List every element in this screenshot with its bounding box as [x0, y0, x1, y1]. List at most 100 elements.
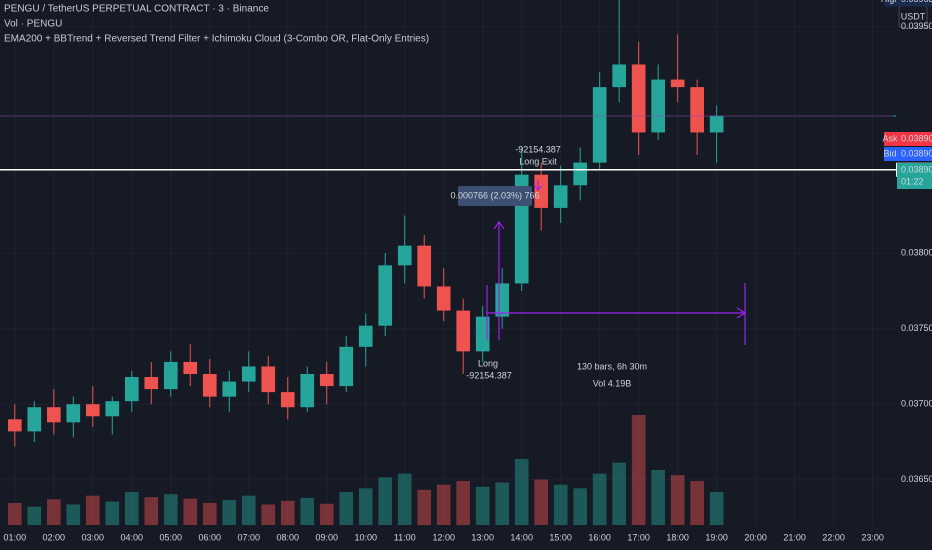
volume-bar — [339, 492, 354, 525]
price-axis-bg — [896, 30, 932, 550]
grid — [0, 0, 896, 525]
x-tick-label: 16:00 — [588, 532, 611, 542]
volume-bar — [495, 482, 510, 525]
volume-bar — [378, 477, 393, 525]
volume-bar — [573, 488, 588, 525]
candle-body — [378, 265, 393, 326]
candle-body — [553, 185, 568, 208]
candle-body — [436, 286, 451, 311]
volume-bar — [27, 506, 42, 525]
x-tick-label: 17:00 — [627, 532, 650, 542]
candle-body — [27, 407, 42, 432]
volume-bar — [612, 462, 626, 525]
volume-bar — [709, 492, 724, 525]
candle-body — [261, 366, 276, 393]
candle-body — [592, 87, 607, 163]
x-tick-label: 01:00 — [4, 532, 27, 542]
chart-title: PENGU / TetherUS PERPETUAL CONTRACT · 3 … — [4, 4, 269, 15]
volume-bar — [163, 494, 178, 525]
volume-bar — [46, 499, 61, 525]
candle-body — [46, 407, 61, 423]
volume-bar — [222, 500, 237, 525]
volume-bar — [417, 489, 432, 525]
volume-bar — [397, 473, 412, 525]
x-tick-label: 20:00 — [744, 532, 767, 542]
x-tick-label: 09:00 — [315, 532, 338, 542]
volume-bar — [183, 498, 198, 525]
x-tick-label: 22:00 — [822, 532, 845, 542]
marker-value: 0.038909 — [901, 133, 932, 143]
candle-body — [105, 401, 120, 417]
volume-bar — [651, 470, 665, 525]
volume-bar — [514, 459, 529, 525]
candle-body — [456, 310, 471, 352]
candle-body — [183, 361, 198, 375]
x-tick-label: 12:00 — [432, 532, 455, 542]
candle-body — [300, 374, 315, 408]
candle-body — [397, 245, 412, 266]
x-tick-label: 15:00 — [549, 532, 572, 542]
volume — [7, 415, 724, 525]
indicator: EMA200 + BBTrend + Reversed Trend Filter… — [4, 34, 429, 45]
marker-name-bg — [884, 147, 897, 161]
candle-body — [573, 162, 588, 186]
volume-bar — [631, 415, 646, 525]
candle-body — [631, 64, 646, 133]
trade-tool — [486, 180, 747, 345]
candle-body — [222, 381, 237, 397]
volume-bar — [300, 497, 315, 525]
currency[interactable]: USDT — [901, 11, 926, 21]
x-tick-label: 07:00 — [237, 532, 260, 542]
volume-bar — [592, 473, 607, 525]
x-tick-label: 08:00 — [276, 532, 299, 542]
x-tick-label: 10:00 — [354, 532, 377, 542]
annotation: 0.000766 (2.03%) 766 — [450, 190, 539, 200]
x-tick-label: 19:00 — [705, 532, 728, 542]
x-tick-label: 13:00 — [471, 532, 494, 542]
x-tick-label: 05:00 — [160, 532, 183, 542]
annotation: 130 bars, 6h 30m — [577, 361, 647, 371]
candle-body — [202, 374, 217, 397]
volume-bar — [105, 501, 120, 525]
x-tick-label: 21:00 — [783, 532, 806, 542]
marker-value: 0.039680 — [901, 0, 932, 4]
marker-name-bg — [884, 132, 897, 146]
volume-bar — [7, 503, 22, 525]
x-tick-label: 06:00 — [199, 532, 222, 542]
x-tick-label: 23:00 — [861, 532, 884, 542]
annotation: Vol 4.19B — [593, 378, 632, 388]
candle-body — [144, 377, 159, 390]
candle-body — [66, 404, 81, 423]
volume-bar — [553, 484, 568, 525]
measure-box — [458, 186, 532, 206]
countdown: 01:22 — [901, 176, 924, 186]
candle-body — [670, 79, 685, 88]
marker-value: 0.038908 — [901, 148, 932, 158]
volume-bar — [358, 488, 373, 525]
subtitle: Vol · PENGU — [4, 19, 62, 30]
annotation: Long — [478, 358, 498, 368]
volume-bar — [670, 475, 685, 525]
candle-body — [124, 377, 139, 402]
marker-name: Bid — [883, 148, 896, 158]
candle-body — [241, 366, 256, 382]
candle-body — [709, 115, 724, 133]
marker-name-bg — [884, 0, 897, 7]
volume-bar — [241, 495, 256, 525]
volume-bar — [436, 484, 451, 525]
volume-bar — [690, 481, 704, 525]
annotation: Long Exit — [519, 156, 557, 166]
candle-body — [612, 64, 626, 88]
x-tick-label: 02:00 — [43, 532, 66, 542]
volume-bar — [319, 503, 334, 525]
candles — [7, 0, 724, 447]
x-tick-label: 18:00 — [666, 532, 689, 542]
candle-body — [690, 87, 704, 133]
annotation: -92154.387 — [466, 370, 512, 380]
